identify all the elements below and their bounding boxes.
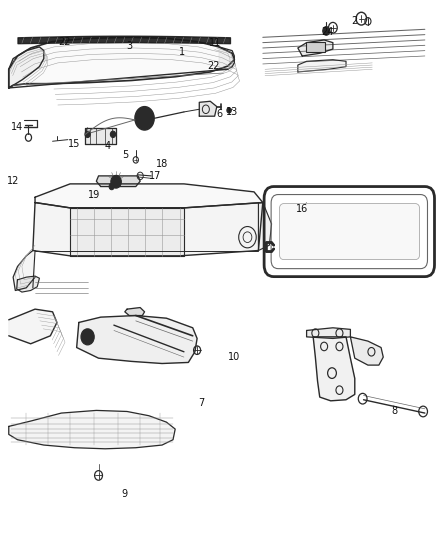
Circle shape [110, 131, 116, 138]
Text: 18: 18 [156, 159, 168, 169]
Text: 15: 15 [68, 139, 81, 149]
Text: 14: 14 [11, 122, 24, 132]
Text: 2: 2 [352, 17, 358, 26]
Text: 5: 5 [122, 150, 128, 159]
Circle shape [135, 107, 154, 130]
Text: 19: 19 [88, 190, 100, 199]
Circle shape [227, 108, 231, 113]
Circle shape [85, 131, 90, 138]
Polygon shape [125, 308, 145, 316]
Circle shape [139, 112, 150, 125]
Text: 6: 6 [216, 109, 222, 118]
Text: 17: 17 [149, 171, 162, 181]
Polygon shape [350, 337, 383, 365]
Text: 24: 24 [321, 27, 333, 37]
Polygon shape [219, 47, 234, 69]
Polygon shape [13, 251, 35, 290]
Polygon shape [9, 309, 57, 344]
Text: 11: 11 [208, 38, 221, 47]
FancyBboxPatch shape [306, 42, 325, 52]
Polygon shape [9, 37, 234, 88]
Polygon shape [307, 328, 350, 338]
Text: 9: 9 [122, 489, 128, 499]
Polygon shape [298, 60, 346, 72]
Polygon shape [298, 40, 333, 56]
Polygon shape [35, 184, 263, 208]
Text: 12: 12 [7, 176, 19, 186]
Text: 22: 22 [207, 61, 219, 70]
Polygon shape [85, 128, 116, 144]
FancyBboxPatch shape [279, 204, 420, 260]
Polygon shape [33, 203, 263, 256]
Text: 22: 22 [59, 37, 71, 46]
Polygon shape [9, 47, 44, 88]
Circle shape [111, 175, 121, 188]
Circle shape [323, 27, 330, 35]
Polygon shape [96, 176, 140, 187]
Text: 8: 8 [391, 407, 397, 416]
Polygon shape [199, 101, 217, 116]
Polygon shape [258, 203, 272, 251]
Text: 13: 13 [226, 107, 238, 117]
Text: 7: 7 [198, 399, 205, 408]
Polygon shape [70, 208, 184, 256]
Polygon shape [17, 276, 39, 292]
Polygon shape [77, 316, 197, 364]
Text: 4: 4 [104, 141, 110, 150]
Polygon shape [9, 410, 175, 449]
Circle shape [109, 183, 114, 190]
Text: 16: 16 [296, 205, 308, 214]
Polygon shape [313, 337, 355, 401]
Circle shape [81, 329, 94, 345]
Text: 10: 10 [228, 352, 240, 362]
Text: 3: 3 [126, 42, 132, 51]
Text: 1: 1 [179, 47, 185, 56]
